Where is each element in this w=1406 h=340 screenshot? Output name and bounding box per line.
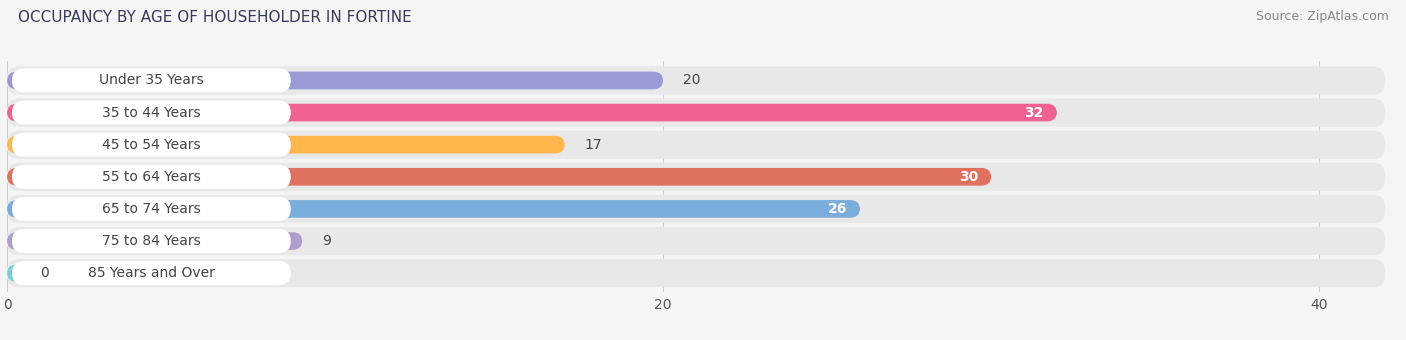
Text: 35 to 44 Years: 35 to 44 Years: [103, 106, 201, 120]
FancyBboxPatch shape: [11, 197, 291, 221]
FancyBboxPatch shape: [7, 131, 1385, 159]
FancyBboxPatch shape: [7, 163, 1385, 191]
FancyBboxPatch shape: [7, 227, 1385, 255]
Text: Source: ZipAtlas.com: Source: ZipAtlas.com: [1256, 10, 1389, 23]
FancyBboxPatch shape: [7, 264, 27, 282]
FancyBboxPatch shape: [11, 261, 291, 285]
Text: 75 to 84 Years: 75 to 84 Years: [103, 234, 201, 248]
FancyBboxPatch shape: [11, 229, 291, 253]
Text: 20: 20: [683, 73, 700, 87]
Text: 45 to 54 Years: 45 to 54 Years: [103, 138, 201, 152]
FancyBboxPatch shape: [7, 168, 991, 186]
FancyBboxPatch shape: [7, 200, 860, 218]
FancyBboxPatch shape: [7, 66, 1385, 95]
Text: OCCUPANCY BY AGE OF HOUSEHOLDER IN FORTINE: OCCUPANCY BY AGE OF HOUSEHOLDER IN FORTI…: [18, 10, 412, 25]
Text: 30: 30: [959, 170, 979, 184]
FancyBboxPatch shape: [7, 259, 1385, 287]
Text: 32: 32: [1025, 106, 1043, 120]
FancyBboxPatch shape: [11, 68, 291, 92]
Text: 0: 0: [39, 266, 49, 280]
FancyBboxPatch shape: [11, 133, 291, 157]
FancyBboxPatch shape: [7, 195, 1385, 223]
FancyBboxPatch shape: [7, 136, 565, 154]
Text: 17: 17: [585, 138, 602, 152]
FancyBboxPatch shape: [7, 72, 664, 89]
Text: 85 Years and Over: 85 Years and Over: [89, 266, 215, 280]
FancyBboxPatch shape: [11, 165, 291, 189]
Text: 65 to 74 Years: 65 to 74 Years: [103, 202, 201, 216]
FancyBboxPatch shape: [11, 101, 291, 124]
Text: 9: 9: [322, 234, 330, 248]
FancyBboxPatch shape: [7, 99, 1385, 127]
Text: 55 to 64 Years: 55 to 64 Years: [103, 170, 201, 184]
Text: 26: 26: [828, 202, 846, 216]
FancyBboxPatch shape: [7, 232, 302, 250]
FancyBboxPatch shape: [7, 104, 1057, 121]
Text: Under 35 Years: Under 35 Years: [98, 73, 204, 87]
